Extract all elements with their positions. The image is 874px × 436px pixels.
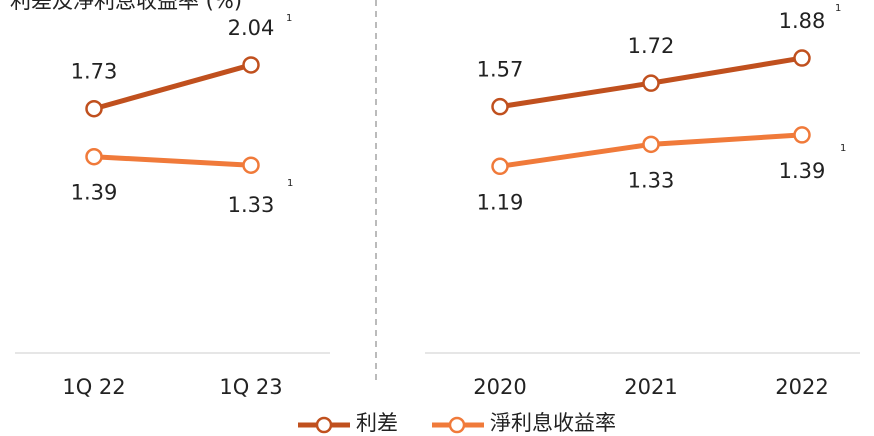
data-label: 1.19 — [477, 190, 524, 214]
data-label: 1.72 — [628, 34, 675, 58]
marker — [793, 126, 811, 144]
marker — [242, 156, 260, 174]
footnote-marker: 1 — [835, 3, 841, 14]
data-label: 1.88 — [779, 9, 826, 33]
marker — [642, 74, 660, 92]
data-label: 1.73 — [71, 60, 118, 84]
data-label: 1.57 — [477, 58, 524, 82]
marker — [491, 157, 509, 176]
line — [93, 62, 252, 112]
x-tick-label: 2021 — [624, 375, 677, 399]
data-label: 1.39 — [779, 159, 826, 183]
x-tick-label: 1Q 23 — [219, 375, 282, 399]
marker — [85, 99, 103, 118]
x-tick-label: 2020 — [473, 375, 526, 399]
legend-marker — [315, 416, 333, 434]
data-label: 2.04 — [228, 16, 275, 40]
marker — [793, 49, 811, 67]
marker — [242, 56, 260, 74]
footnote-marker: 1 — [286, 13, 292, 24]
legend-marker — [448, 416, 466, 434]
x-tick-label: 1Q 22 — [62, 375, 125, 399]
legend-label: 利差 — [356, 411, 398, 435]
legend-label: 淨利息收益率 — [490, 411, 616, 435]
data-label: 1.33 — [628, 168, 675, 192]
footnote-marker: 1 — [840, 143, 846, 154]
data-label: 1.39 — [71, 181, 118, 205]
data-label: 1.33 — [228, 193, 275, 217]
marker — [642, 135, 660, 154]
marker — [85, 147, 103, 166]
footnote-marker: 1 — [287, 178, 293, 189]
chart-title: 利差及淨利息收益率 (%) — [10, 0, 242, 13]
x-tick-label: 2022 — [775, 375, 828, 399]
line — [93, 154, 252, 168]
marker — [491, 97, 509, 116]
